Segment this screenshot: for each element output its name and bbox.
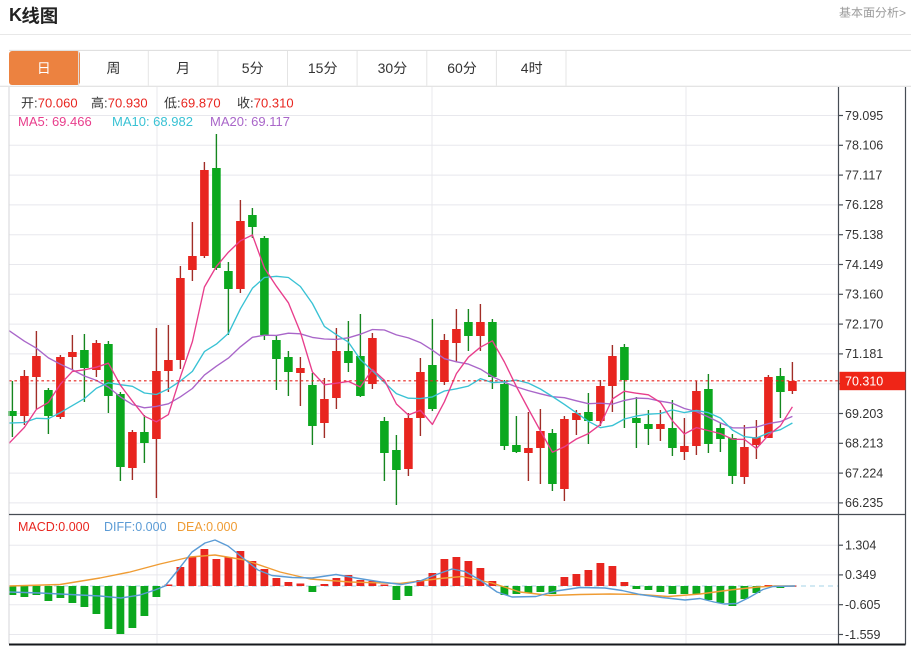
- svg-text:1.304: 1.304: [845, 539, 876, 553]
- svg-text:5: 5: [242, 60, 250, 76]
- svg-text:DIFF:0.000: DIFF:0.000: [104, 520, 167, 534]
- svg-text:70.060: 70.060: [38, 96, 78, 111]
- svg-text:>: >: [899, 6, 906, 20]
- svg-text:MACD:0.000: MACD:0.000: [18, 520, 90, 534]
- svg-text:0.349: 0.349: [845, 568, 876, 582]
- svg-text:77.117: 77.117: [845, 168, 882, 182]
- svg-text:74.149: 74.149: [845, 258, 883, 272]
- svg-text::: :: [34, 96, 38, 111]
- svg-text:4: 4: [521, 60, 529, 76]
- svg-text:DEA:0.000: DEA:0.000: [177, 520, 238, 534]
- svg-text:70.310: 70.310: [845, 375, 883, 389]
- svg-text:67.224: 67.224: [845, 466, 883, 480]
- svg-text:79.095: 79.095: [845, 109, 883, 123]
- svg-text:68.213: 68.213: [845, 437, 883, 451]
- svg-text:75.138: 75.138: [845, 228, 883, 242]
- svg-text:69.203: 69.203: [845, 407, 883, 421]
- svg-text::: :: [177, 96, 181, 111]
- svg-text:66.235: 66.235: [845, 496, 883, 510]
- svg-text:-1.559: -1.559: [845, 628, 880, 642]
- svg-text:60: 60: [447, 60, 463, 76]
- svg-text:15: 15: [308, 60, 324, 76]
- svg-text:70.310: 70.310: [254, 96, 294, 111]
- svg-text:70.930: 70.930: [108, 96, 148, 111]
- svg-text:73.160: 73.160: [845, 288, 883, 302]
- svg-text:72.170: 72.170: [845, 317, 883, 331]
- svg-text:30: 30: [378, 60, 394, 76]
- svg-text:78.106: 78.106: [845, 139, 883, 153]
- svg-text:-0.605: -0.605: [845, 598, 880, 612]
- svg-text:69.870: 69.870: [181, 96, 221, 111]
- svg-text:71.181: 71.181: [845, 347, 883, 361]
- svg-text::: :: [250, 96, 254, 111]
- svg-text::: :: [104, 96, 108, 111]
- svg-text:76.128: 76.128: [845, 198, 883, 212]
